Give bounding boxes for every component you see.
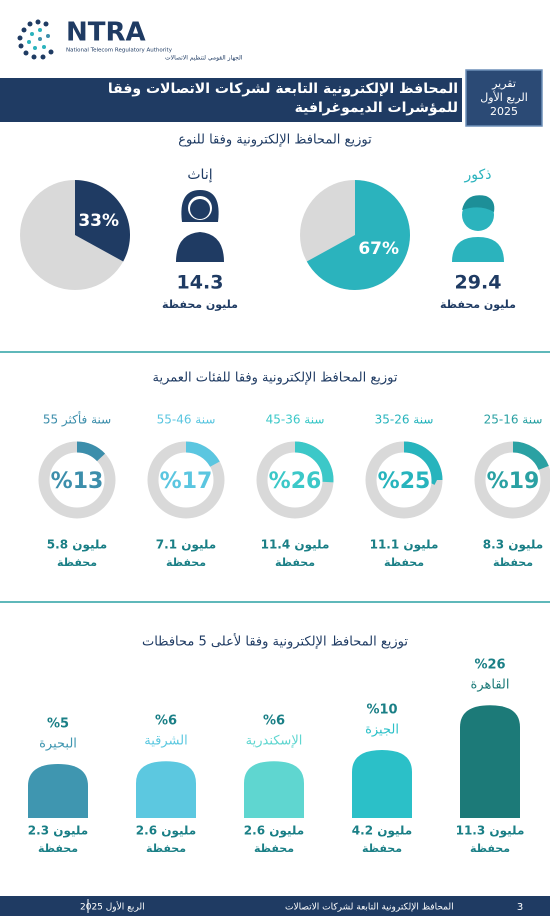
report-word: تقرير (491, 77, 516, 90)
donut-label: %25 (378, 469, 431, 494)
donut-label: %19 (487, 469, 540, 494)
female-icon (176, 190, 224, 262)
logo-text: NTRA (66, 18, 146, 48)
age-unit: محفظة (166, 556, 206, 569)
pie-slice (75, 180, 130, 262)
donut-arc (365, 441, 443, 519)
donut-arc (256, 441, 334, 519)
authority-en: National Telecom Regulatory Authority (66, 48, 173, 54)
age-unit: محفظة (384, 556, 424, 569)
male-icon (452, 195, 504, 262)
bar-unit: محفظة (38, 842, 78, 855)
donut-arc (474, 441, 550, 519)
bar-name: البحيرة (39, 737, 77, 752)
gender-name: ذكور (464, 167, 492, 183)
age-unit: محفظة (493, 556, 533, 569)
age-millions: 5.8 مليون (47, 538, 107, 553)
donut-label: %26 (269, 469, 322, 494)
pie-label: 67% (358, 239, 399, 259)
bar (352, 750, 412, 818)
gender-unit: مليون محفظة (440, 298, 516, 311)
bar-unit: محفظة (470, 842, 510, 855)
age-name: 35-26 سنة (375, 413, 434, 427)
age-millions: 8.3 مليون (483, 538, 543, 553)
page-number: 3 (517, 902, 523, 913)
donut-arc (147, 441, 225, 519)
gender-millions: 14.3 (177, 272, 224, 294)
footer-period: الربع الأول 2025 (80, 901, 145, 913)
bar-name: الشرقية (144, 734, 187, 749)
report-year: 2025 (490, 105, 518, 118)
pie-label: 33% (78, 211, 119, 231)
banner (0, 78, 462, 122)
footer-bar (0, 896, 550, 916)
age-name: 55-46 سنة (157, 413, 216, 427)
bar (244, 761, 304, 818)
bar (136, 761, 196, 818)
pie-slice (306, 180, 410, 290)
authority-ar: الجهاز القومي لتنظيم الاتصالات (165, 55, 243, 62)
bar-percent: %6 (263, 714, 285, 729)
bar-unit: محفظة (146, 842, 186, 855)
donut-label: %13 (51, 469, 104, 494)
bar-unit: محفظة (362, 842, 402, 855)
bar-percent: %5 (47, 717, 69, 732)
gender-name: إناث (187, 167, 212, 183)
bar-name: الإسكندرية (246, 734, 303, 749)
age-unit: محفظة (57, 556, 97, 569)
bar-percent: %26 (474, 658, 505, 673)
age-millions: 11.4 مليون (261, 538, 330, 553)
report-box (465, 69, 543, 127)
age-millions: 7.1 مليون (156, 538, 216, 553)
report-quarter: الربع الأول (480, 90, 528, 104)
donut-arc (38, 441, 116, 519)
section-title: توزيع المحافظ الإلكترونية وفقا للنوع (178, 133, 372, 148)
bar-millions: 11.3 مليون (456, 824, 525, 839)
bar (28, 764, 88, 818)
logo-mark (17, 19, 54, 60)
donut-label: %17 (160, 469, 213, 494)
bar-millions: 2.3 مليون (28, 824, 88, 839)
bar-percent: %10 (366, 703, 397, 718)
bar-millions: 4.2 مليون (352, 824, 412, 839)
gender-unit: مليون محفظة (162, 298, 238, 311)
banner-title: المحافظ الإلكترونية التابعة لشركات الاتص… (107, 81, 458, 116)
bar-millions: 2.6 مليون (244, 824, 304, 839)
bar (460, 705, 520, 818)
age-millions: 11.1 مليون (370, 538, 439, 553)
bar-percent: %6 (155, 714, 177, 729)
gender-millions: 29.4 (455, 272, 502, 294)
footer-title: المحافظ الإلكترونية التابعة لشركات الاتص… (285, 903, 454, 913)
bar-name: القاهرة (471, 678, 510, 693)
age-name: 25-16 سنة (484, 413, 543, 427)
age-name: 45-36 سنة (266, 413, 325, 427)
section-title: توزيع المحافظ الإلكترونية وفقا للفئات ال… (153, 371, 398, 386)
bar-unit: محفظة (254, 842, 294, 855)
bar-millions: 2.6 مليون (136, 824, 196, 839)
bar-name: الجيزة (365, 723, 399, 738)
section-title: توزيع المحافظ الإلكترونية وفقا لأعلى 5 م… (142, 633, 408, 650)
age-unit: محفظة (275, 556, 315, 569)
age-name: 55 سنة فأكثر (43, 411, 111, 428)
